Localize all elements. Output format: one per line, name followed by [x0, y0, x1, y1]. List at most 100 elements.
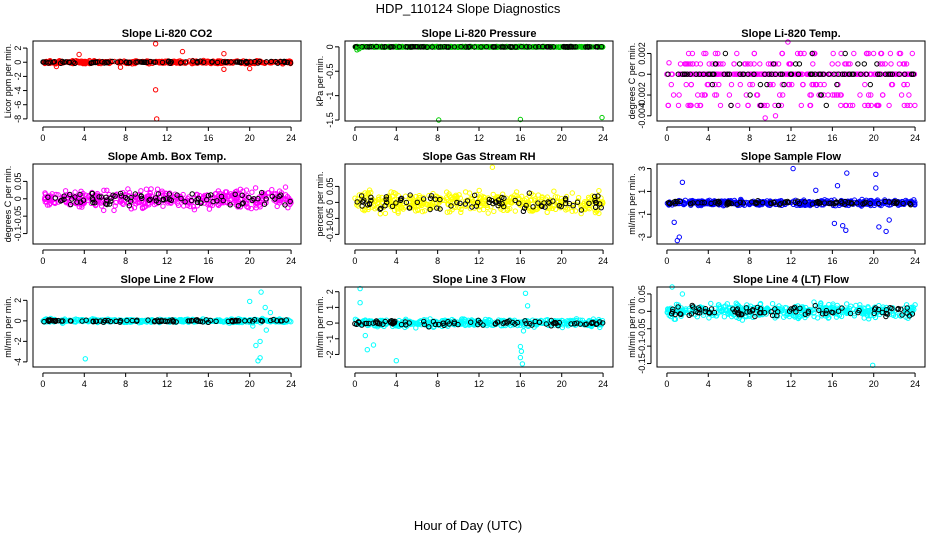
- data-point: [529, 44, 535, 50]
- data-point: [688, 81, 694, 88]
- data-point: [800, 81, 806, 88]
- x-tick-label: 16: [827, 133, 837, 143]
- data-point: [157, 59, 163, 65]
- data-point-highlight: [834, 81, 840, 88]
- data-point-highlight: [563, 200, 569, 207]
- x-tick-label: 20: [245, 379, 255, 389]
- data-point: [904, 102, 910, 109]
- data-point-highlight: [792, 61, 799, 67]
- x-tick-label: 4: [82, 133, 87, 143]
- data-point-highlight: [585, 44, 591, 50]
- x-tick-label: 4: [394, 256, 399, 266]
- data-point-highlight: [238, 59, 245, 65]
- x-tick-label: 20: [869, 133, 879, 143]
- data-point: [901, 102, 907, 109]
- data-point-highlight: [165, 58, 172, 65]
- data-point: [62, 188, 69, 194]
- data-point-highlight: [174, 192, 180, 198]
- data-point: [874, 102, 880, 109]
- data-point-highlight: [796, 61, 803, 67]
- data-point: [772, 102, 778, 109]
- y-tick-label: -2: [13, 337, 23, 345]
- y-tick-label: -4: [13, 358, 23, 366]
- data-point: [523, 196, 530, 202]
- data-point: [145, 200, 151, 207]
- outlier-point: [517, 354, 524, 361]
- data-point-highlight: [387, 44, 394, 50]
- data-point-highlight: [536, 44, 542, 50]
- data-point-highlight: [427, 195, 434, 202]
- data-point-highlight: [757, 81, 764, 88]
- data-point: [868, 197, 875, 204]
- data-point-highlight: [123, 59, 130, 65]
- outlier-point: [519, 361, 526, 367]
- x-axis-label: Hour of Day (UTC): [413, 518, 523, 533]
- x-tick-label: 12: [474, 133, 484, 143]
- y-tick-label: 0: [13, 318, 23, 323]
- x-tick-label: 4: [706, 379, 711, 389]
- data-point-highlight: [784, 198, 791, 205]
- x-tick-label: 20: [557, 379, 567, 389]
- data-point: [697, 102, 703, 109]
- data-point: [101, 207, 107, 214]
- data-point: [391, 190, 397, 196]
- data-point: [206, 206, 213, 212]
- x-tick-label: 20: [245, 256, 255, 266]
- y-tick-label: -0.1: [325, 227, 335, 243]
- data-point: [386, 199, 392, 206]
- data-point: [569, 190, 575, 196]
- outlier-point: [813, 187, 819, 194]
- data-point-highlight: [128, 194, 134, 201]
- plot-frame: [344, 40, 614, 122]
- x-tick-label: 24: [598, 379, 608, 389]
- data-point: [458, 203, 464, 209]
- data-point-highlight: [445, 44, 451, 50]
- data-point: [786, 61, 792, 67]
- chart-title: Slope Line 4 (LT) Flow: [733, 274, 849, 286]
- outlier-point: [489, 164, 496, 170]
- data-point: [835, 61, 841, 67]
- y-tick-label: -2: [13, 72, 23, 80]
- data-point: [862, 81, 868, 88]
- data-point: [675, 102, 682, 109]
- x-tick-label: 0: [664, 133, 669, 143]
- data-point-highlight: [874, 61, 880, 67]
- data-point: [775, 61, 782, 67]
- data-point: [733, 71, 739, 77]
- data-point: [833, 92, 840, 98]
- data-point-highlight: [414, 199, 420, 206]
- y-tick-label: -0.1: [637, 338, 647, 354]
- chart-title: Slope Line 2 Flow: [121, 274, 214, 286]
- data-point: [880, 92, 886, 98]
- data-point-highlight: [235, 203, 242, 209]
- data-point-highlight: [182, 199, 188, 205]
- outlier-point: [762, 115, 768, 121]
- data-point-highlight: [516, 200, 522, 206]
- x-tick-label: 8: [747, 133, 752, 143]
- x-axis: 0 4 8 12 16 20 24: [40, 249, 296, 266]
- data-point: [194, 192, 201, 198]
- data-point: [533, 200, 539, 206]
- data-point-highlight: [823, 102, 829, 109]
- data-point: [466, 190, 473, 196]
- y-tick-label: -1: [325, 92, 335, 100]
- data-point-highlight: [99, 59, 105, 65]
- data-point-highlight: [151, 59, 157, 65]
- y-axis: -1.5-1-0.50: [325, 44, 340, 128]
- data-point-highlight: [736, 61, 743, 67]
- data-point-highlight: [358, 193, 365, 199]
- y-tick-label: -0.05: [637, 318, 647, 339]
- y-tick-label: -4: [13, 87, 23, 95]
- data-point: [850, 102, 856, 109]
- data-point-highlight: [383, 194, 390, 200]
- data-point-highlight: [787, 71, 794, 77]
- data-point-highlight: [542, 204, 548, 210]
- data-point: [834, 302, 840, 309]
- y-axis-label: ml/min per min.: [627, 173, 637, 235]
- data-point-highlight: [902, 71, 908, 77]
- data-point-highlight: [40, 59, 46, 65]
- data-point: [506, 199, 512, 205]
- data-point: [160, 203, 166, 209]
- data-point-highlight: [195, 195, 202, 202]
- data-point: [436, 200, 442, 206]
